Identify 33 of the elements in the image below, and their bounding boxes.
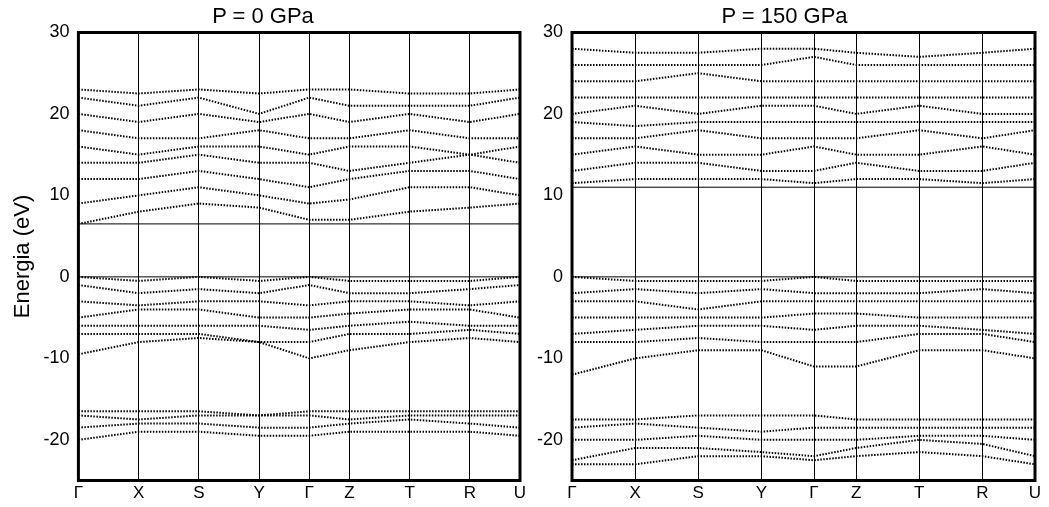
- x-tick-label: Y: [755, 483, 768, 503]
- y-axis-title: Energia (eV): [9, 194, 35, 319]
- x-tick-label: U: [1028, 483, 1042, 503]
- x-tick-label: R: [976, 483, 989, 503]
- x-tick-label: U: [513, 483, 527, 503]
- x-tick-label: T: [914, 483, 925, 503]
- x-tick-label: X: [132, 483, 145, 503]
- y-tick-label: -20: [537, 428, 564, 449]
- x-tick-label: Γ: [73, 483, 84, 503]
- x-tick-label: Z: [344, 483, 355, 503]
- y-tick-label: 10: [49, 184, 70, 205]
- y-tick-label: 0: [553, 265, 564, 286]
- y-tick-label: -20: [43, 428, 70, 449]
- x-tick-label: T: [404, 483, 415, 503]
- y-tick-label: -10: [537, 347, 564, 368]
- y-tick-label: -10: [43, 347, 70, 368]
- x-tick-label: Y: [253, 483, 265, 503]
- chart-title: P = 0 GPa: [212, 3, 315, 29]
- y-tick-label: 30: [49, 21, 70, 42]
- x-tick-label: Γ: [567, 483, 577, 503]
- x-tick-label: Γ: [809, 483, 819, 503]
- chart-title: P = 150 GPa: [721, 3, 849, 29]
- x-tick-label: X: [629, 483, 641, 503]
- x-tick-label: S: [692, 483, 704, 503]
- x-tick-label: Z: [850, 483, 862, 503]
- y-tick-label: 10: [542, 184, 564, 205]
- x-tick-label: S: [193, 483, 205, 503]
- y-tick-label: 0: [59, 265, 70, 286]
- y-tick-label: 30: [542, 21, 564, 42]
- y-tick-label: 20: [49, 102, 70, 123]
- x-tick-label: R: [463, 483, 476, 503]
- x-tick-label: Γ: [304, 483, 314, 503]
- y-tick-label: 20: [542, 102, 564, 123]
